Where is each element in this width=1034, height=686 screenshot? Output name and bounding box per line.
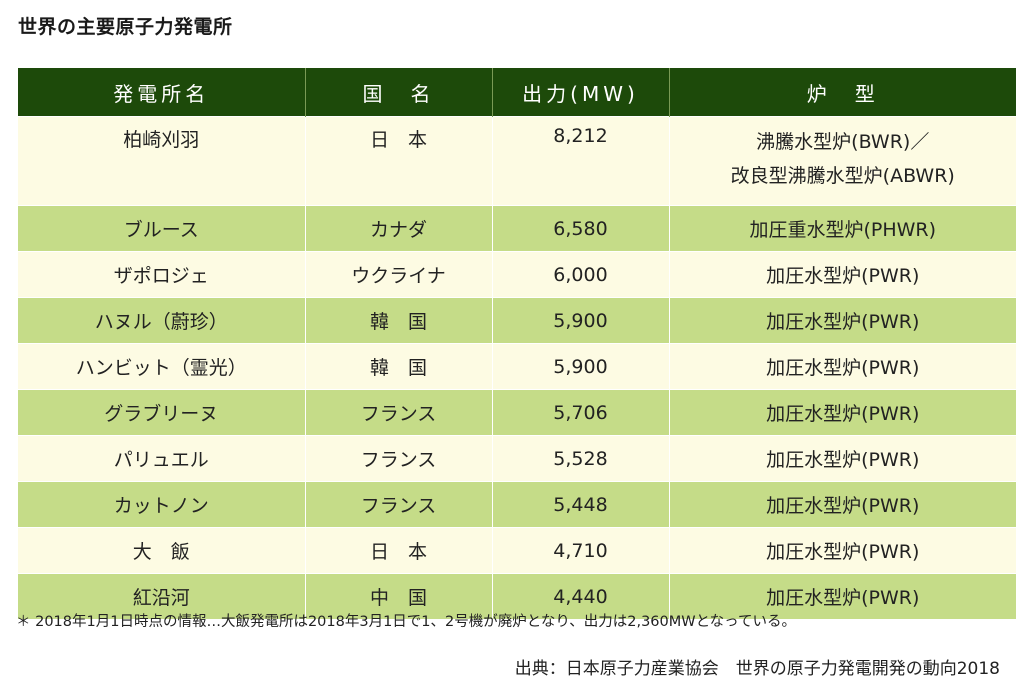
cell-country: 日 本	[304, 116, 492, 206]
cell-reactor-type: 加圧水型炉(PWR)	[668, 251, 1016, 298]
header-plant-name: 発電所名	[18, 68, 305, 117]
footnote: ＊ 2018年1月1日時点の情報…大飯発電所は2018年3月1日で1、2号機が廃…	[16, 614, 796, 630]
source-citation: 出典：日本原子力産業協会 世界の原子力発電開発の動向2018	[514, 659, 1000, 679]
cell-reactor-type: 加圧重水型炉(PHWR)	[668, 205, 1016, 252]
cell-plant-name: パリュエル	[18, 435, 305, 482]
cell-plant-name: 大 飯	[18, 527, 305, 574]
table-row: カットノン フランス 5,448 加圧水型炉(PWR)	[18, 481, 1016, 528]
cell-reactor-type: 加圧水型炉(PWR)	[668, 527, 1016, 574]
table-row: グラブリーヌ フランス 5,706 加圧水型炉(PWR)	[18, 389, 1016, 436]
reactor-type-line: 改良型沸騰水型炉(ABWR)	[730, 165, 955, 187]
cell-plant-name: ブルース	[18, 205, 305, 252]
cell-output: 5,528	[491, 435, 669, 482]
reactor-type-line: 沸騰水型炉(BWR)／	[756, 131, 930, 153]
cell-plant-name: 柏崎刈羽	[18, 116, 305, 206]
cell-reactor-type: 加圧水型炉(PWR)	[668, 481, 1016, 528]
cell-reactor-type: 加圧水型炉(PWR)	[668, 343, 1016, 390]
cell-output: 6,000	[491, 251, 669, 298]
header-country: 国 名	[304, 68, 492, 117]
table-row: ブルース カナダ 6,580 加圧重水型炉(PHWR)	[18, 205, 1016, 252]
cell-plant-name: ザポロジェ	[18, 251, 305, 298]
cell-output: 5,706	[491, 389, 669, 436]
page-title: 世界の主要原子力発電所	[18, 16, 233, 38]
cell-output: 4,440	[491, 573, 669, 619]
cell-country: フランス	[304, 481, 492, 528]
table-row: ハンビット（霊光） 韓 国 5,900 加圧水型炉(PWR)	[18, 343, 1016, 390]
cell-country: フランス	[304, 435, 492, 482]
cell-plant-name: カットノン	[18, 481, 305, 528]
cell-reactor-type: 加圧水型炉(PWR)	[668, 297, 1016, 344]
cell-country: フランス	[304, 389, 492, 436]
cell-output: 4,710	[491, 527, 669, 574]
cell-plant-name: 紅沿河	[18, 573, 305, 619]
power-plant-table: 発電所名 国 名 出力(MW) 炉 型 柏崎刈羽 日 本 8,212 沸騰水型炉…	[18, 68, 1016, 619]
table-row: 紅沿河 中 国 4,440 加圧水型炉(PWR)	[18, 573, 1016, 619]
cell-reactor-type: 沸騰水型炉(BWR)／ 改良型沸騰水型炉(ABWR)	[668, 116, 1016, 206]
table-row: パリュエル フランス 5,528 加圧水型炉(PWR)	[18, 435, 1016, 482]
cell-plant-name: グラブリーヌ	[18, 389, 305, 436]
cell-country: 韓 国	[304, 343, 492, 390]
table-header-row: 発電所名 国 名 出力(MW) 炉 型	[18, 68, 1016, 117]
cell-plant-name: ハヌル（蔚珍）	[18, 297, 305, 344]
cell-country: ウクライナ	[304, 251, 492, 298]
table-row: ハヌル（蔚珍） 韓 国 5,900 加圧水型炉(PWR)	[18, 297, 1016, 344]
cell-reactor-type: 加圧水型炉(PWR)	[668, 573, 1016, 619]
cell-plant-name: ハンビット（霊光）	[18, 343, 305, 390]
cell-output: 5,900	[491, 343, 669, 390]
cell-country: 韓 国	[304, 297, 492, 344]
cell-output: 5,900	[491, 297, 669, 344]
cell-output: 5,448	[491, 481, 669, 528]
cell-country: 中 国	[304, 573, 492, 619]
cell-output: 8,212	[491, 116, 669, 206]
cell-country: 日 本	[304, 527, 492, 574]
table-row: ザポロジェ ウクライナ 6,000 加圧水型炉(PWR)	[18, 251, 1016, 298]
table-row: 大 飯 日 本 4,710 加圧水型炉(PWR)	[18, 527, 1016, 574]
cell-output: 6,580	[491, 205, 669, 252]
table-row: 柏崎刈羽 日 本 8,212 沸騰水型炉(BWR)／ 改良型沸騰水型炉(ABWR…	[18, 116, 1016, 206]
header-reactor-type: 炉 型	[668, 68, 1016, 117]
cell-reactor-type: 加圧水型炉(PWR)	[668, 435, 1016, 482]
cell-reactor-type: 加圧水型炉(PWR)	[668, 389, 1016, 436]
cell-country: カナダ	[304, 205, 492, 252]
header-output: 出力(MW)	[491, 68, 669, 117]
